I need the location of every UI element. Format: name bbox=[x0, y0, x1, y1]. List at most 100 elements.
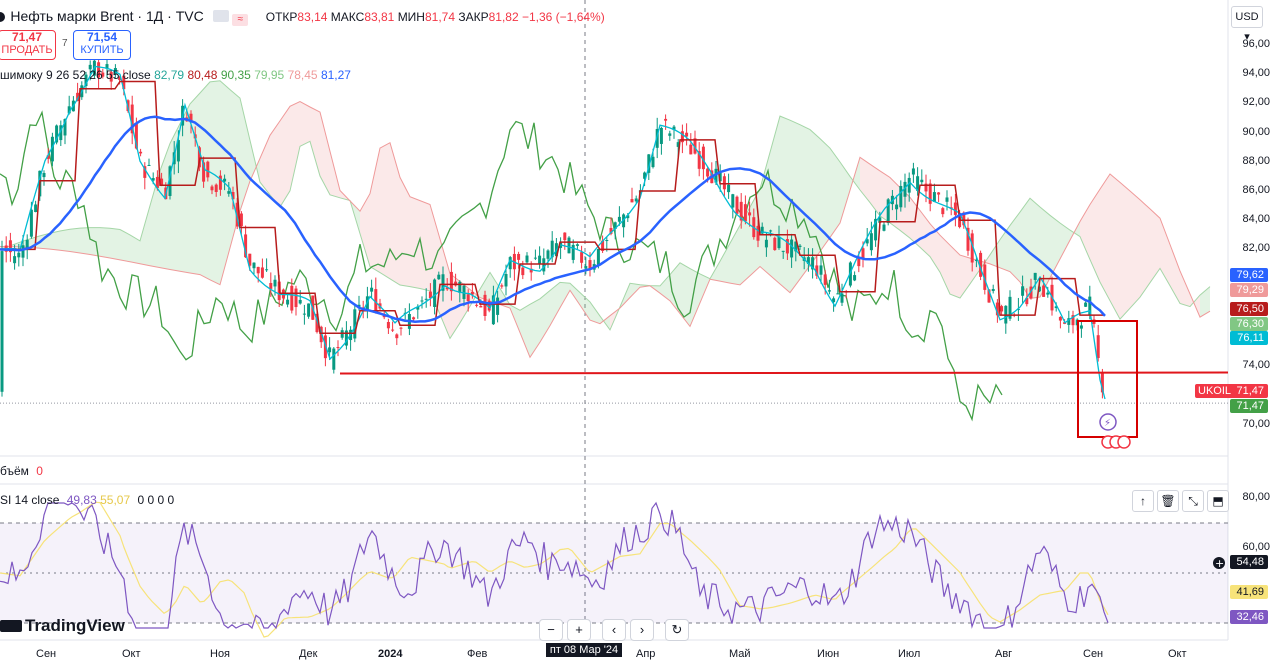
reset-chart-button[interactable]: ↻ bbox=[665, 619, 689, 641]
candle-body bbox=[122, 75, 126, 90]
price-tag: 79,29 bbox=[1230, 283, 1268, 297]
candle-body bbox=[273, 279, 277, 287]
currency-selector[interactable]: USD ▾ bbox=[1231, 6, 1263, 43]
rsi-legend[interactable]: SI 14 close 49,83 55,07 0 0 0 0 bbox=[0, 493, 174, 507]
candle-body bbox=[769, 230, 773, 232]
ichimoku-cloud-segment bbox=[560, 282, 570, 308]
time-axis-label: Сен bbox=[36, 648, 57, 660]
ichimoku-cloud-segment bbox=[280, 106, 290, 208]
candle-body bbox=[1088, 296, 1092, 315]
candle-body bbox=[811, 257, 815, 270]
crosshair-plus-icon bbox=[1213, 557, 1225, 569]
candle-body bbox=[462, 285, 466, 299]
candle-body bbox=[911, 168, 915, 175]
zoom-in-button[interactable]: + bbox=[567, 619, 591, 641]
candle-body bbox=[29, 209, 33, 237]
delete-icon[interactable]: 🗑 bbox=[1157, 490, 1179, 512]
candle-body bbox=[1054, 306, 1058, 309]
candle-body bbox=[420, 300, 424, 302]
candle-body bbox=[865, 239, 869, 244]
ichimoku-cloud-segment bbox=[400, 177, 410, 287]
move-up-icon[interactable]: ↑ bbox=[1132, 490, 1154, 512]
candle-body bbox=[529, 268, 533, 273]
ukoil-label: UKOIL bbox=[1195, 384, 1235, 398]
candle-body bbox=[832, 298, 836, 303]
candle-body bbox=[542, 258, 546, 272]
candle-body bbox=[235, 202, 239, 227]
hide-indicator-icon[interactable] bbox=[213, 10, 230, 22]
candle-body bbox=[496, 297, 500, 315]
buy-button[interactable]: 71,54 КУПИТЬ bbox=[73, 30, 131, 60]
sell-button[interactable]: 71,47 ПРОДАТЬ bbox=[0, 30, 56, 60]
ichimoku-cloud-segment bbox=[1150, 208, 1160, 283]
time-axis-label: Окт bbox=[122, 648, 141, 660]
candle-body bbox=[130, 104, 134, 134]
candle-body bbox=[244, 234, 248, 258]
compare-icon[interactable]: ≈ bbox=[232, 14, 249, 26]
symbol-dot-icon bbox=[0, 12, 5, 22]
ichimoku-value: 90,35 bbox=[217, 68, 251, 82]
candle-body bbox=[722, 176, 726, 190]
candle-body bbox=[937, 192, 941, 195]
candle-body bbox=[596, 248, 600, 266]
candle-body bbox=[50, 136, 54, 162]
candle-body bbox=[218, 175, 222, 190]
ichimoku-cloud-segment bbox=[360, 193, 370, 267]
candle-body bbox=[991, 288, 995, 292]
tradingview-logo[interactable]: TradingView bbox=[0, 616, 125, 636]
ichimoku-cloud-segment bbox=[870, 164, 880, 216]
candle-body bbox=[1096, 335, 1100, 359]
ichimoku-cloud-segment bbox=[410, 196, 420, 289]
candle-body bbox=[601, 240, 605, 251]
candle-body bbox=[668, 133, 672, 136]
candle-body bbox=[500, 285, 504, 287]
time-axis-label: Сен bbox=[1083, 648, 1104, 660]
price-tag: 76,30 bbox=[1230, 317, 1268, 331]
candle-body bbox=[67, 106, 71, 114]
candle-body bbox=[584, 266, 588, 269]
candle-body bbox=[916, 176, 920, 191]
ichimoku-cloud-segment bbox=[520, 304, 530, 358]
candle-body bbox=[8, 240, 12, 253]
candle-body bbox=[508, 257, 512, 270]
candle-body bbox=[1046, 292, 1050, 295]
candle-body bbox=[790, 239, 794, 258]
volume-legend[interactable]: бъём 0 bbox=[0, 464, 43, 478]
candle-body bbox=[731, 194, 735, 208]
candle-body bbox=[504, 273, 508, 287]
symbol-legend[interactable]: Нефть марки Brent · 1Д · TVC ≈ ОТКР83,14… bbox=[0, 8, 605, 26]
candle-body bbox=[46, 155, 50, 159]
candle-body bbox=[118, 77, 122, 80]
maximize-icon[interactable]: ⬒ bbox=[1207, 490, 1229, 512]
zoom-out-button[interactable]: − bbox=[539, 619, 563, 641]
candle-body bbox=[109, 72, 113, 82]
candle-body bbox=[962, 212, 966, 226]
candle-body bbox=[643, 172, 647, 179]
ichimoku-cloud-segment bbox=[310, 106, 320, 176]
candle-body bbox=[239, 213, 243, 227]
rsi-extra-values: 0 0 0 0 bbox=[137, 493, 175, 507]
scroll-left-button[interactable]: ‹ bbox=[602, 619, 626, 641]
rsi-band bbox=[0, 523, 1228, 623]
ichimoku-cloud-segment bbox=[270, 120, 280, 208]
candle-body bbox=[979, 252, 983, 277]
collapse-icon[interactable]: ⤡ bbox=[1182, 490, 1204, 512]
candle-body bbox=[445, 287, 449, 290]
ichimoku-cloud-segment bbox=[530, 298, 540, 358]
candle-body bbox=[21, 245, 25, 258]
ichimoku-cloud-segment bbox=[780, 116, 790, 293]
ichimoku-kijun bbox=[0, 80, 1105, 335]
ichimoku-cloud-segment bbox=[1160, 218, 1170, 286]
candle-body bbox=[416, 306, 420, 310]
ichimoku-legend[interactable]: шимоку 9 26 52 26 55 close 82,79 80,48 9… bbox=[0, 68, 351, 82]
candle-body bbox=[622, 214, 626, 228]
candle-body bbox=[252, 262, 256, 269]
price-axis-label: 96,00 bbox=[1242, 38, 1270, 50]
candle-body bbox=[307, 303, 311, 317]
ichimoku-cloud-segment bbox=[670, 262, 680, 314]
scroll-right-button[interactable]: › bbox=[630, 619, 654, 641]
candle-body bbox=[260, 267, 264, 278]
candle-body bbox=[210, 186, 214, 191]
ichimoku-cloud-segment bbox=[320, 112, 330, 195]
